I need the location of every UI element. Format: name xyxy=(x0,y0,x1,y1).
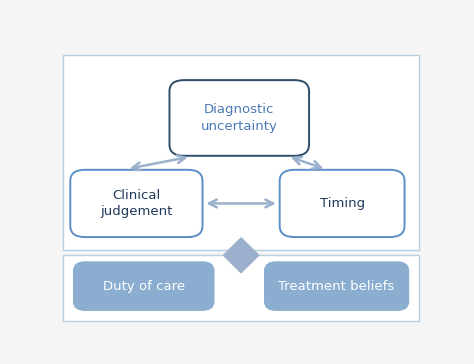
FancyBboxPatch shape xyxy=(169,80,309,156)
FancyBboxPatch shape xyxy=(74,262,213,310)
Text: Clinical
judgement: Clinical judgement xyxy=(100,189,173,218)
Text: Diagnostic
uncertainty: Diagnostic uncertainty xyxy=(201,103,278,133)
Text: Timing: Timing xyxy=(319,197,365,210)
Text: Treatment beliefs: Treatment beliefs xyxy=(278,280,395,293)
FancyBboxPatch shape xyxy=(63,255,419,321)
FancyBboxPatch shape xyxy=(265,262,408,310)
FancyBboxPatch shape xyxy=(70,170,202,237)
Text: Duty of care: Duty of care xyxy=(103,280,185,293)
FancyBboxPatch shape xyxy=(63,55,419,250)
Polygon shape xyxy=(223,238,259,273)
FancyBboxPatch shape xyxy=(280,170,405,237)
